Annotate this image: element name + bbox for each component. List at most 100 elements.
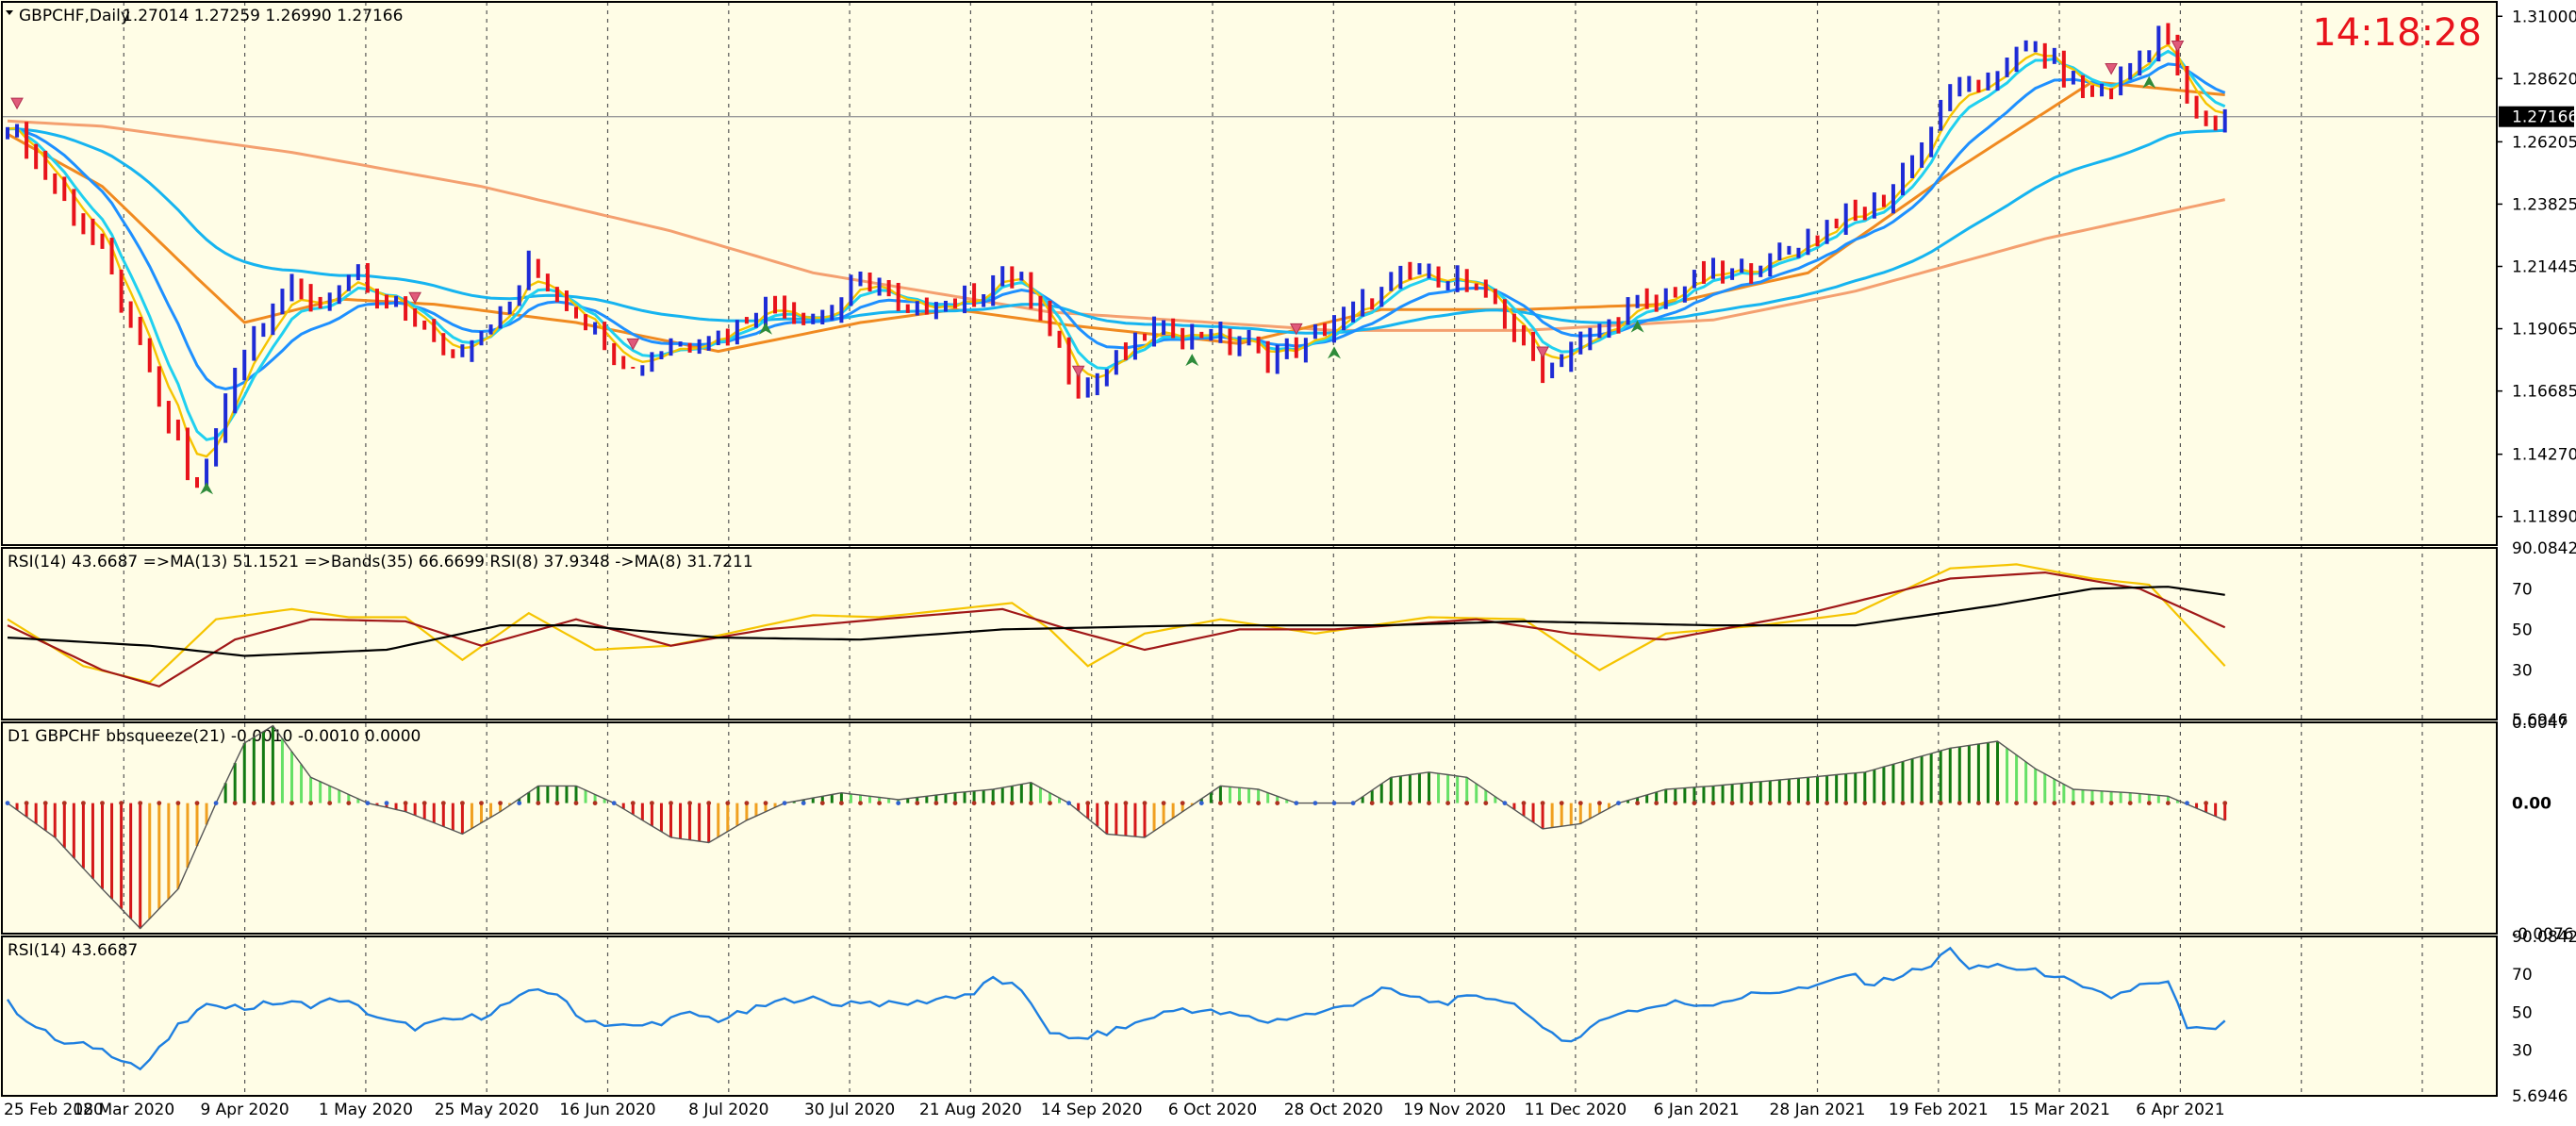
panel-borders: [1, 1, 2498, 1097]
x-tick-label: 11 Dec 2020: [1525, 1101, 1627, 1119]
squeeze-dot: [1673, 801, 1678, 805]
sell-arrow-icon: [2171, 41, 2185, 53]
main-price-panel[interactable]: [2, 23, 2497, 495]
y-tick-label: 1.21445: [2512, 258, 2576, 277]
squeeze-dot: [5, 801, 10, 805]
squeeze-dot: [517, 801, 522, 805]
x-tick-label: 28 Oct 2020: [1284, 1101, 1383, 1119]
squeeze-dot: [990, 801, 996, 805]
squeeze-dot: [1180, 801, 1185, 805]
y-tick-label: 1.16685: [2512, 383, 2576, 402]
squeeze-dot: [346, 801, 352, 805]
buy-arrow-icon: [2142, 75, 2156, 89]
y-tick-label: -0.0076: [2512, 925, 2574, 944]
squeeze-dot: [1464, 801, 1470, 805]
squeeze-dot: [81, 801, 86, 805]
y-tick-label: 1.11890: [2512, 508, 2576, 527]
bbsqueeze-panel[interactable]: D1 GBPCHF bbsqueeze(21) -0.0010 -0.0010 …: [5, 724, 2228, 930]
squeeze-dot: [952, 801, 958, 805]
y-tick-label: 1.28620: [2512, 70, 2576, 89]
squeeze-dot: [573, 801, 579, 805]
squeeze-dot: [1806, 801, 1810, 805]
sell-arrow-icon: [1071, 365, 1085, 378]
ma-slow-line: [8, 127, 2225, 335]
squeeze-dot: [1616, 801, 1621, 805]
squeeze-dot: [858, 801, 863, 805]
sell-arrow-icon: [626, 338, 640, 351]
squeeze-dot: [1710, 801, 1716, 805]
sell-arrow-icon: [10, 97, 24, 110]
squeeze-dot: [42, 801, 48, 805]
rsi-multi-line-0: [7, 563, 2226, 684]
squeeze-dot: [2052, 801, 2057, 805]
squeeze-dot: [403, 801, 408, 805]
squeeze-dot: [687, 801, 692, 805]
squeeze-dot: [1350, 801, 1356, 805]
x-tick-label: 19 Nov 2020: [1403, 1101, 1506, 1119]
squeeze-dot: [2185, 801, 2189, 805]
squeeze-dot: [896, 801, 901, 805]
panel-frame: [1, 721, 2498, 935]
squeeze-dot: [1559, 801, 1564, 805]
x-tick-label: 25 Feb 2020: [4, 1101, 104, 1119]
squeeze-dot: [1198, 801, 1204, 805]
squeeze-dot: [1787, 801, 1792, 805]
squeeze-dot: [460, 801, 465, 805]
y-tick-label: 30: [2512, 1041, 2533, 1060]
buy-arrow-icon: [1630, 320, 1644, 333]
y-tick-label: 90.0842: [2512, 928, 2576, 947]
axis-area-background: [2497, 0, 2576, 1126]
squeeze-dot: [2071, 801, 2076, 805]
y-tick-label: 70: [2512, 966, 2533, 985]
squeeze-dot: [1483, 801, 1489, 805]
squeeze-dot: [801, 801, 806, 805]
ma-long-line: [7, 119, 2226, 332]
y-tick-label: 90.0842: [2512, 539, 2576, 558]
y-tick-label: 70: [2512, 580, 2533, 599]
squeeze-dot: [1938, 801, 1943, 805]
y-tick-label: 50: [2512, 621, 2533, 639]
squeeze-dot: [1577, 801, 1583, 805]
rsi-title: RSI(14) 43.6687: [8, 941, 138, 960]
symbol-label: GBPCHF,Daily: [19, 7, 130, 25]
squeeze-dot: [1843, 801, 1849, 805]
collapse-triangle-icon[interactable]: [6, 10, 13, 15]
y-tick-label: 50: [2512, 1003, 2533, 1022]
squeeze-dot: [213, 801, 219, 805]
squeeze-dot: [251, 801, 256, 805]
squeeze-dot: [2014, 801, 2020, 805]
squeeze-dot: [1066, 801, 1071, 805]
squeeze-dot: [440, 801, 446, 805]
squeeze-dot: [479, 801, 484, 805]
squeeze-dot: [1388, 801, 1394, 805]
sell-arrow-icon: [2105, 62, 2118, 75]
squeeze-dot: [24, 801, 29, 805]
squeeze-dot: [421, 801, 427, 805]
squeeze-dot: [877, 801, 882, 805]
buy-arrow-icon: [759, 322, 772, 335]
panel-frame: [1, 547, 2498, 720]
squeeze-dot: [819, 801, 825, 805]
current-price-label: 1.27166: [2512, 108, 2576, 127]
rsi-multi-panel[interactable]: RSI(14) 43.6687 =>MA(13) 51.1521 =>Bands…: [7, 553, 2226, 687]
squeeze-dot: [669, 801, 673, 805]
rsi-panel[interactable]: RSI(14) 43.6687: [6, 941, 2226, 1071]
buy-arrow-icon: [1328, 346, 1341, 359]
squeeze-dot: [138, 801, 143, 805]
squeeze-dot: [650, 801, 654, 805]
squeeze-dot: [1029, 801, 1033, 805]
squeeze-dot: [1237, 801, 1242, 805]
squeeze-dot: [1635, 801, 1640, 805]
x-tick-label: 30 Jul 2020: [804, 1101, 895, 1119]
x-tick-label: 1 May 2020: [319, 1101, 413, 1119]
squeeze-dot: [289, 801, 294, 805]
x-tick-label: 6 Jan 2021: [1654, 1101, 1740, 1119]
rsi-multi-line-1: [7, 571, 2226, 687]
squeeze-dot: [2166, 801, 2171, 805]
x-tick-label: 8 Jul 2020: [688, 1101, 768, 1119]
squeeze-dot: [1654, 801, 1660, 805]
squeeze-dot: [1862, 801, 1868, 805]
y-tick-label: 1.14270: [2512, 446, 2576, 465]
squeeze-dot: [2033, 801, 2039, 805]
